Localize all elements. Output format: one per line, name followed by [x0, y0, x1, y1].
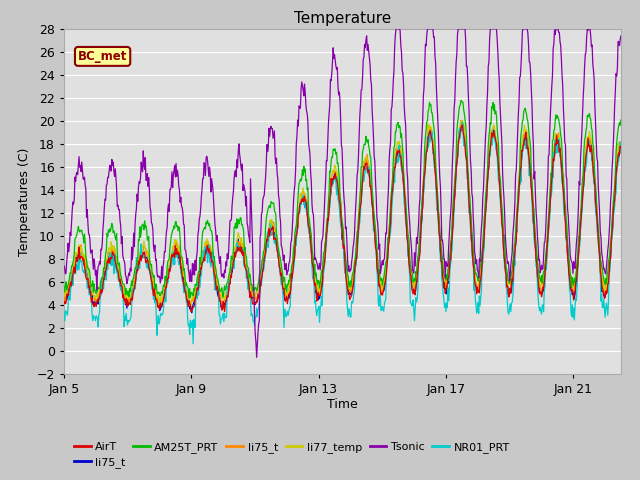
Legend: AirT, li75_t, AM25T_PRT, li75_t, li77_temp, Tsonic, NR01_PRT: AirT, li75_t, AM25T_PRT, li75_t, li77_te… [70, 437, 515, 472]
Text: BC_met: BC_met [78, 50, 127, 63]
Y-axis label: Temperatures (C): Temperatures (C) [18, 147, 31, 256]
Title: Temperature: Temperature [294, 11, 391, 26]
X-axis label: Time: Time [327, 398, 358, 411]
